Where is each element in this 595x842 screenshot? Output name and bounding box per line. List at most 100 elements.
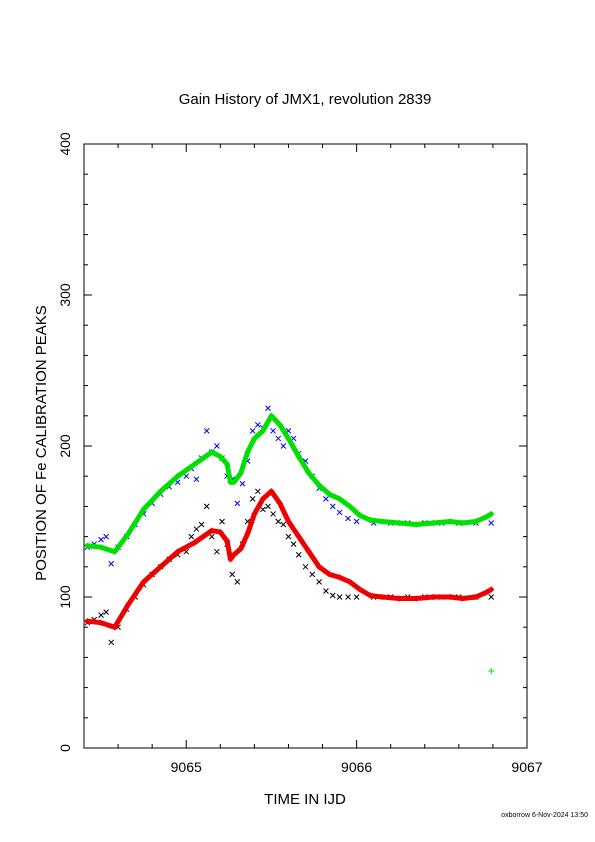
data-point — [447, 518, 454, 525]
x-mark-stroke — [290, 541, 297, 548]
data-point — [103, 609, 110, 615]
data-point — [430, 520, 437, 527]
data-point — [276, 500, 283, 507]
data-point — [125, 530, 132, 537]
x-mark-stroke — [103, 533, 110, 540]
x-mark-stroke — [280, 443, 287, 449]
data-point — [459, 595, 466, 602]
data-point — [336, 574, 343, 581]
x-mark-stroke — [219, 518, 225, 525]
data-point — [275, 435, 282, 442]
x-mark-stroke — [214, 443, 220, 449]
x-mark-stroke — [203, 503, 210, 510]
y-tick-label: 100 — [57, 585, 73, 609]
data-point — [251, 435, 258, 442]
x-tick-label: 9065 — [171, 759, 202, 775]
data-point — [488, 594, 495, 600]
data-point — [217, 529, 224, 536]
y-tick-label: 0 — [57, 744, 73, 752]
data-point — [346, 578, 353, 585]
data-point — [323, 495, 329, 502]
data-point — [251, 510, 258, 517]
x-mark-stroke — [323, 588, 329, 594]
data-point — [125, 601, 132, 608]
data-point — [483, 589, 490, 596]
data-point — [254, 422, 261, 428]
data-point — [183, 473, 190, 480]
footer-credit: oxborrow 6-Nov-2024 13:50 — [501, 812, 588, 819]
data-point — [174, 548, 181, 555]
data-point — [208, 527, 215, 534]
data-point — [111, 624, 118, 631]
x-mark-stroke — [254, 488, 261, 495]
x-tick-label: 9067 — [511, 759, 542, 775]
data-point — [316, 563, 323, 570]
data-point — [357, 512, 364, 519]
x-mark-stroke — [98, 612, 104, 618]
data-point — [295, 551, 302, 558]
data-point — [237, 470, 244, 477]
data-point — [140, 506, 147, 513]
data-point — [316, 482, 323, 489]
data-point — [488, 586, 495, 593]
x-mark-stroke — [260, 506, 266, 513]
x-mark-stroke — [239, 480, 246, 487]
data-point — [157, 488, 164, 495]
data-point — [224, 461, 231, 468]
data-point — [259, 495, 266, 502]
data-point — [191, 461, 198, 468]
x-mark-stroke — [249, 495, 256, 502]
data-point — [108, 639, 115, 646]
x-mark-stroke — [275, 518, 282, 525]
x-mark-stroke — [275, 435, 282, 442]
data-point — [219, 518, 225, 525]
data-point — [188, 533, 195, 540]
data-point — [237, 545, 244, 552]
data-point — [357, 586, 364, 593]
data-point — [336, 495, 343, 502]
x-tick-labels: 9065 9066 9067 — [171, 759, 543, 775]
x-mark-stroke — [280, 521, 287, 528]
data-point — [309, 571, 316, 578]
data-point — [345, 594, 351, 600]
data-point — [276, 421, 283, 428]
data-point — [244, 449, 251, 456]
x-mark-stroke — [265, 405, 271, 412]
x-mark-stroke — [234, 579, 241, 585]
plot-frame — [83, 143, 528, 749]
data-point — [239, 480, 246, 487]
data-point — [353, 518, 360, 525]
x-mark-stroke — [193, 526, 200, 532]
x-mark-stroke — [174, 479, 181, 486]
data-point — [459, 520, 466, 527]
data-point — [326, 571, 333, 578]
x-mark-stroke — [208, 533, 215, 540]
data-point — [295, 533, 302, 540]
data-point — [472, 518, 479, 525]
data-point — [203, 503, 210, 510]
x-mark-stroke — [183, 548, 190, 555]
series-0 — [84, 405, 495, 567]
data-point — [157, 563, 164, 570]
x-mark-stroke — [488, 520, 495, 526]
data-point — [98, 612, 104, 618]
data-point — [346, 503, 353, 510]
data-point — [140, 578, 147, 585]
data-point — [268, 488, 275, 495]
series-3 — [84, 488, 495, 631]
x-mark-stroke — [203, 428, 210, 434]
data-point — [329, 592, 336, 599]
data-point — [198, 521, 205, 528]
x-mark-stroke — [244, 518, 251, 525]
x-mark-stroke — [249, 428, 256, 434]
x-mark-stroke — [329, 592, 336, 599]
data-point — [230, 551, 237, 558]
data-point — [98, 536, 104, 543]
data-point — [430, 594, 437, 600]
y-tick-label: 300 — [57, 283, 73, 307]
data-point — [305, 470, 312, 477]
data-point — [336, 509, 343, 516]
data-point — [302, 563, 309, 570]
x-mark-stroke — [285, 533, 292, 540]
data-point — [413, 595, 420, 602]
